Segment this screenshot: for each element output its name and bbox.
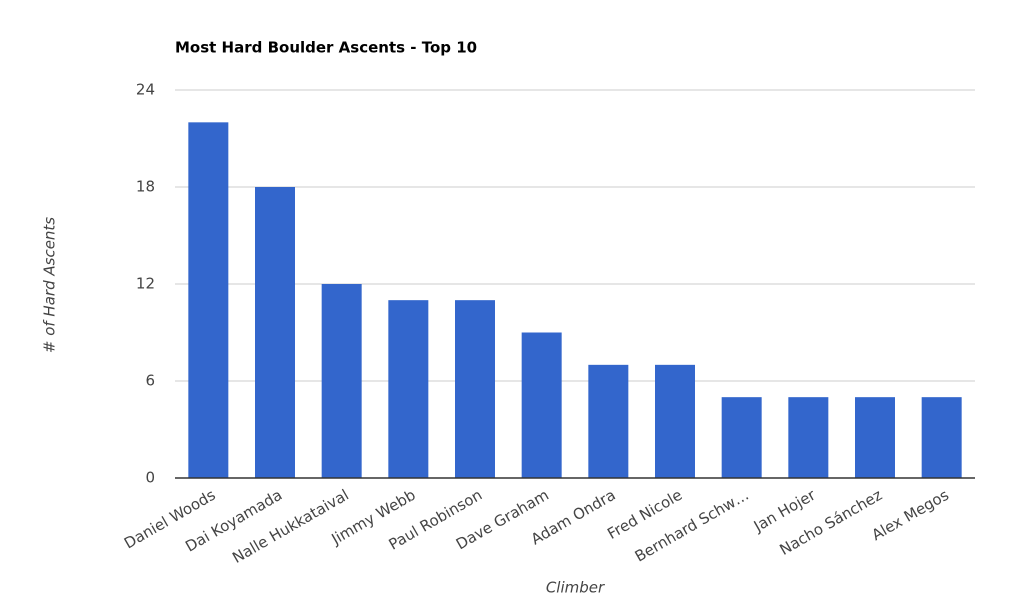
bar [855,397,895,478]
y-tick-label: 24 [136,81,155,99]
chart-title: Most Hard Boulder Ascents - Top 10 [175,39,477,57]
y-tick-label: 0 [145,469,155,487]
x-tick-label: Nalle Hukkataival [229,486,352,567]
bar [788,397,829,478]
y-axis-label: # of Hard Ascents [41,217,59,353]
bar [921,397,962,478]
bar [255,187,295,478]
x-axis-label: Climber [546,579,605,597]
bar [188,122,229,478]
y-tick-label: 6 [145,372,155,390]
y-tick-label: 12 [136,275,155,293]
bar [521,332,562,478]
bar [721,397,762,478]
bar [321,284,362,478]
bar [655,364,695,478]
x-tick-label: Bernhard Schw… [632,486,752,566]
bar [388,300,429,478]
bar [588,364,629,478]
bar [455,300,495,478]
y-tick-label: 18 [136,178,155,196]
